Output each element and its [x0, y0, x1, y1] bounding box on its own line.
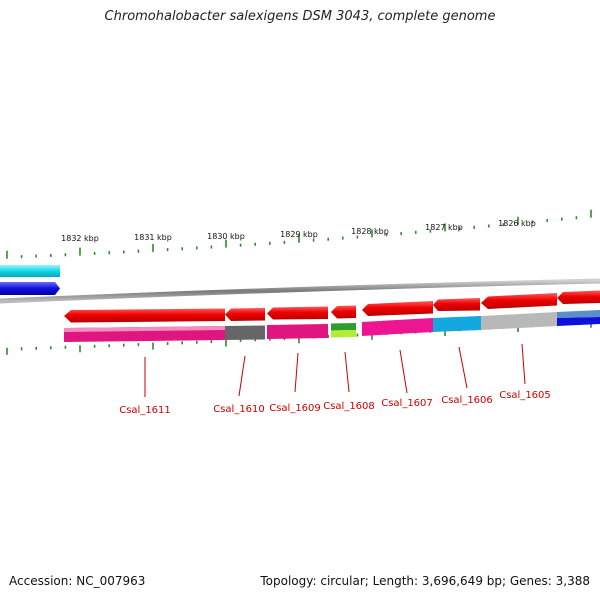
gene-leader-line [399, 349, 408, 394]
cog-block-csal-1608 [331, 323, 356, 331]
scale-tick-label: 1826 kbp [498, 219, 536, 228]
cog-block-next-b [557, 317, 600, 326]
genome-summary-text: Topology: circular; Length: 3,696,649 bp… [260, 574, 590, 588]
gene-label: Csal_1609 [269, 403, 321, 414]
cds-arrow [64, 308, 225, 323]
gene-label: Csal_1605 [499, 390, 551, 401]
plus-strand-feature-cyan [0, 265, 60, 277]
gene-label: Csal_1608 [323, 401, 375, 412]
scale-tick-label: 1827 kbp [425, 223, 463, 232]
cds-arrow [267, 306, 328, 320]
gene-leader-line [521, 343, 526, 385]
scale-tick-labels: 1832 kbp 1831 kbp 1830 kbp 1829 kbp 1828 kbp… [61, 219, 536, 243]
scale-tick-label: 1829 kbp [280, 230, 318, 239]
scale-ticks-outer [6, 209, 592, 259]
cog-block-csal-1605 [481, 312, 557, 330]
cog-track [64, 310, 600, 342]
scale-tick-label: 1832 kbp [61, 234, 99, 243]
gene-label: Csal_1611 [119, 405, 171, 416]
gene-labels: Csal_1611 Csal_1610 Csal_1609 Csal_1608 Csal… [119, 390, 551, 416]
scale-tick-label: 1830 kbp [207, 232, 245, 241]
gene-leader-line [344, 351, 350, 393]
scale-tick-label: 1831 kbp [134, 233, 172, 242]
gene-leader-line [238, 355, 246, 397]
cog-block-next-a [557, 310, 600, 318]
cog-block-csal-1606 [433, 316, 481, 332]
cog-block-csal-1609 [267, 324, 328, 339]
genome-backbone [0, 278, 600, 304]
cds-arrow [557, 290, 600, 304]
cog-block-csal-1607 [362, 318, 433, 336]
cds-arrow [362, 301, 433, 316]
cds-arrow [433, 298, 480, 311]
gene-label: Csal_1607 [381, 398, 433, 409]
scale-tick-label: 1828 kbp [351, 227, 389, 236]
plus-strand-feature-blue [0, 282, 60, 295]
cog-block-csal-1610 [225, 325, 265, 340]
gene-label: Csal_1610 [213, 404, 265, 415]
cog-block-csal-1611-highlight [64, 326, 225, 332]
cds-arrow [331, 305, 356, 319]
gene-label: Csal_1606 [441, 395, 493, 406]
cds-arrow [225, 308, 265, 321]
gene-leader-line [294, 352, 299, 393]
map-title: Chromohalobacter salexigens DSM 3043, co… [104, 9, 496, 24]
gene-label-leaders [144, 343, 526, 397]
cog-block-csal-1608-b [331, 330, 356, 338]
gene-leader-line [458, 346, 468, 389]
accession-text: Accession: NC_007963 [9, 574, 146, 588]
cds-track [64, 290, 600, 323]
cds-arrow [481, 293, 557, 309]
